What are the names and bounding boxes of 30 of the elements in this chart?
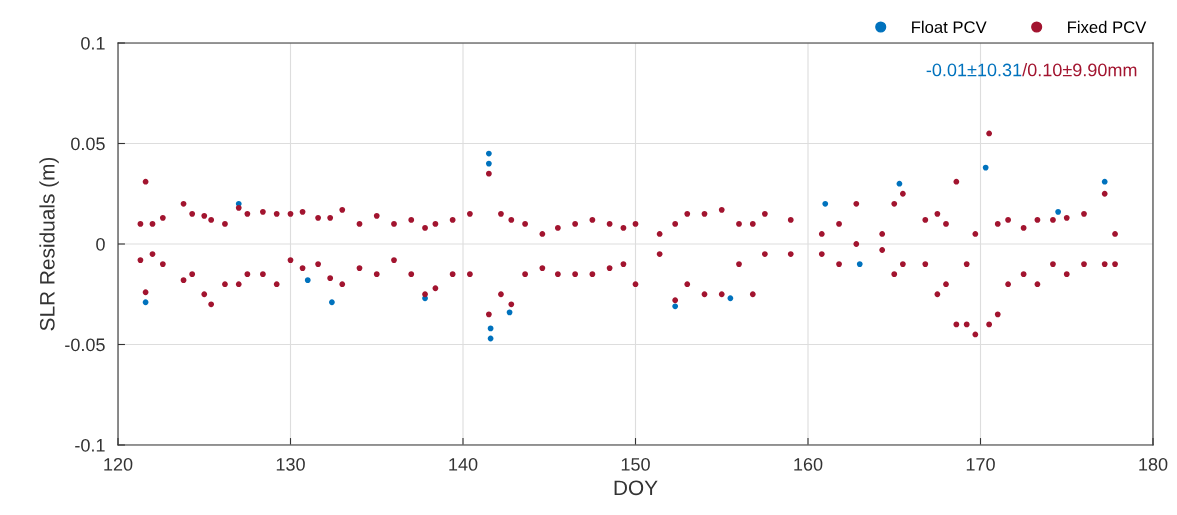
x-tick-label: 170	[966, 457, 995, 471]
annotation: -0.01±10.31	[926, 63, 1022, 77]
legend-label: Float PCV	[912, 20, 987, 34]
point	[727, 295, 734, 302]
y-tick-label: 0	[96, 237, 105, 251]
x-axis-title: DOY	[614, 480, 658, 496]
point	[672, 303, 679, 310]
point	[1101, 178, 1108, 185]
point	[856, 261, 863, 268]
y-tick-label: 0.1	[81, 36, 105, 50]
x-tick-label: 140	[449, 457, 478, 471]
point	[304, 277, 311, 284]
x-tick-label: 130	[276, 457, 305, 471]
x-tick-label: 180	[1139, 457, 1168, 471]
x-tick-label: 160	[794, 457, 823, 471]
point	[1055, 208, 1062, 215]
point	[822, 200, 829, 207]
y-tick-label: -0.1	[75, 438, 105, 452]
y-tick-label: 0.05	[71, 137, 105, 151]
legend-label: Fixed PCV	[1068, 20, 1147, 34]
point	[485, 160, 492, 167]
point	[328, 299, 335, 306]
x-tick-label: 120	[104, 457, 133, 471]
point	[982, 164, 989, 171]
annotation: /0.10±9.90mm	[1022, 63, 1137, 77]
point	[487, 335, 494, 342]
y-tick-label: -0.05	[65, 338, 105, 352]
x-tick-label: 150	[621, 457, 650, 471]
y-axis-title: SLR Residuals (m)	[39, 157, 59, 331]
point	[485, 150, 492, 157]
